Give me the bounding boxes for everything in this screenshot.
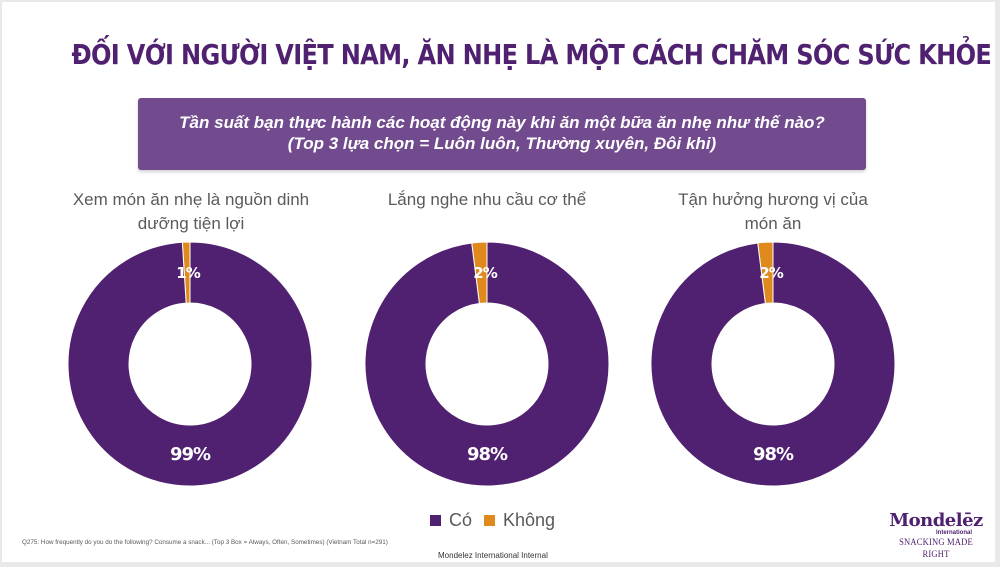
mondelez-logo: Mondelēz International SNACKING MADE RIG… (886, 512, 986, 561)
legend-swatch-orange-icon (484, 515, 496, 526)
logo-tagline: SNACKING MADE RIGHT (899, 538, 973, 560)
source-footnote: Q275: How frequently do you do the follo… (22, 539, 388, 546)
legend-label: Không (503, 510, 556, 530)
donut-chart-3: Tận hưởng hương vị của món ăn 2% 98% (623, 182, 923, 502)
legend-label: Có (449, 510, 473, 530)
chart-label: Lắng nghe nhu cầu cơ thể (387, 190, 587, 209)
donut-chart-1: Xem món ăn nhẹ là nguồn dinh dưỡng tiện … (40, 182, 340, 502)
legend-item-no: Không (484, 510, 555, 531)
no-value-label: 2% (759, 264, 783, 282)
slice-yes (650, 241, 896, 487)
yes-value-label: 99% (169, 444, 211, 465)
slice-yes (364, 241, 610, 487)
chart-legend: Có Không (430, 510, 555, 531)
donut-chart-2: Lắng nghe nhu cầu cơ thể 2% 98% (337, 182, 637, 502)
no-value-label: 2% (473, 264, 497, 282)
donut-graphic (364, 241, 610, 487)
classification-label: Mondelez International Internal (438, 551, 548, 560)
no-value-label: 1% (176, 264, 200, 282)
donut-graphic (67, 241, 313, 487)
question-text: Tần suất bạn thực hành các hoạt động này… (179, 113, 825, 132)
question-banner: Tần suất bạn thực hành các hoạt động này… (138, 98, 866, 170)
yes-value-label: 98% (752, 444, 794, 465)
donut-graphic (650, 241, 896, 487)
slide-title: ĐỐI VỚI NGƯỜI VIỆT NAM, ĂN NHẸ LÀ MỘT CÁ… (71, 38, 992, 71)
chart-label: Xem món ăn nhẹ là nguồn dinh dưỡng tiện … (72, 190, 310, 233)
legend-swatch-purple-icon (430, 515, 441, 526)
question-subtext: (Top 3 lựa chọn = Luôn luôn, Thường xuyê… (287, 134, 717, 153)
slice-yes (67, 241, 313, 487)
logo-subtitle: International (935, 530, 972, 536)
legend-item-yes: Có (430, 510, 472, 531)
chart-label: Tận hưởng hương vị của món ăn (678, 190, 868, 233)
yes-value-label: 98% (466, 444, 508, 465)
logo-brand: Mondelēz (889, 510, 983, 531)
